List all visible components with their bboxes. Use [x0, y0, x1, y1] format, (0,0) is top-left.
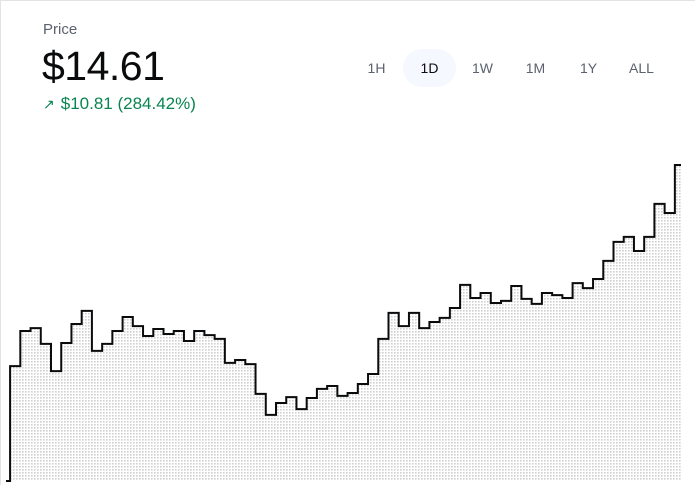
tab-1h[interactable]: 1H	[367, 60, 386, 76]
tab-1m[interactable]: 1M	[525, 60, 546, 76]
price-area-fill	[6, 165, 681, 481]
tab-1w[interactable]: 1W	[472, 60, 493, 76]
price-change-value: $10.81 (284.42%)	[60, 94, 196, 113]
tab-1y[interactable]: 1Y	[579, 60, 598, 76]
current-price: $14.61	[42, 43, 165, 89]
tab-1d[interactable]: 1D	[403, 49, 456, 87]
time-range-tabs: 1H 1D 1W 1M 1Y ALL	[350, 49, 668, 87]
tab-all[interactable]: ALL	[629, 60, 654, 76]
price-change: ↗ $10.81 (284.42%)	[43, 94, 196, 114]
price-label: Price	[43, 21, 78, 38]
price-line	[6, 164, 681, 482]
arrow-up-right-icon: ↗	[43, 96, 55, 112]
